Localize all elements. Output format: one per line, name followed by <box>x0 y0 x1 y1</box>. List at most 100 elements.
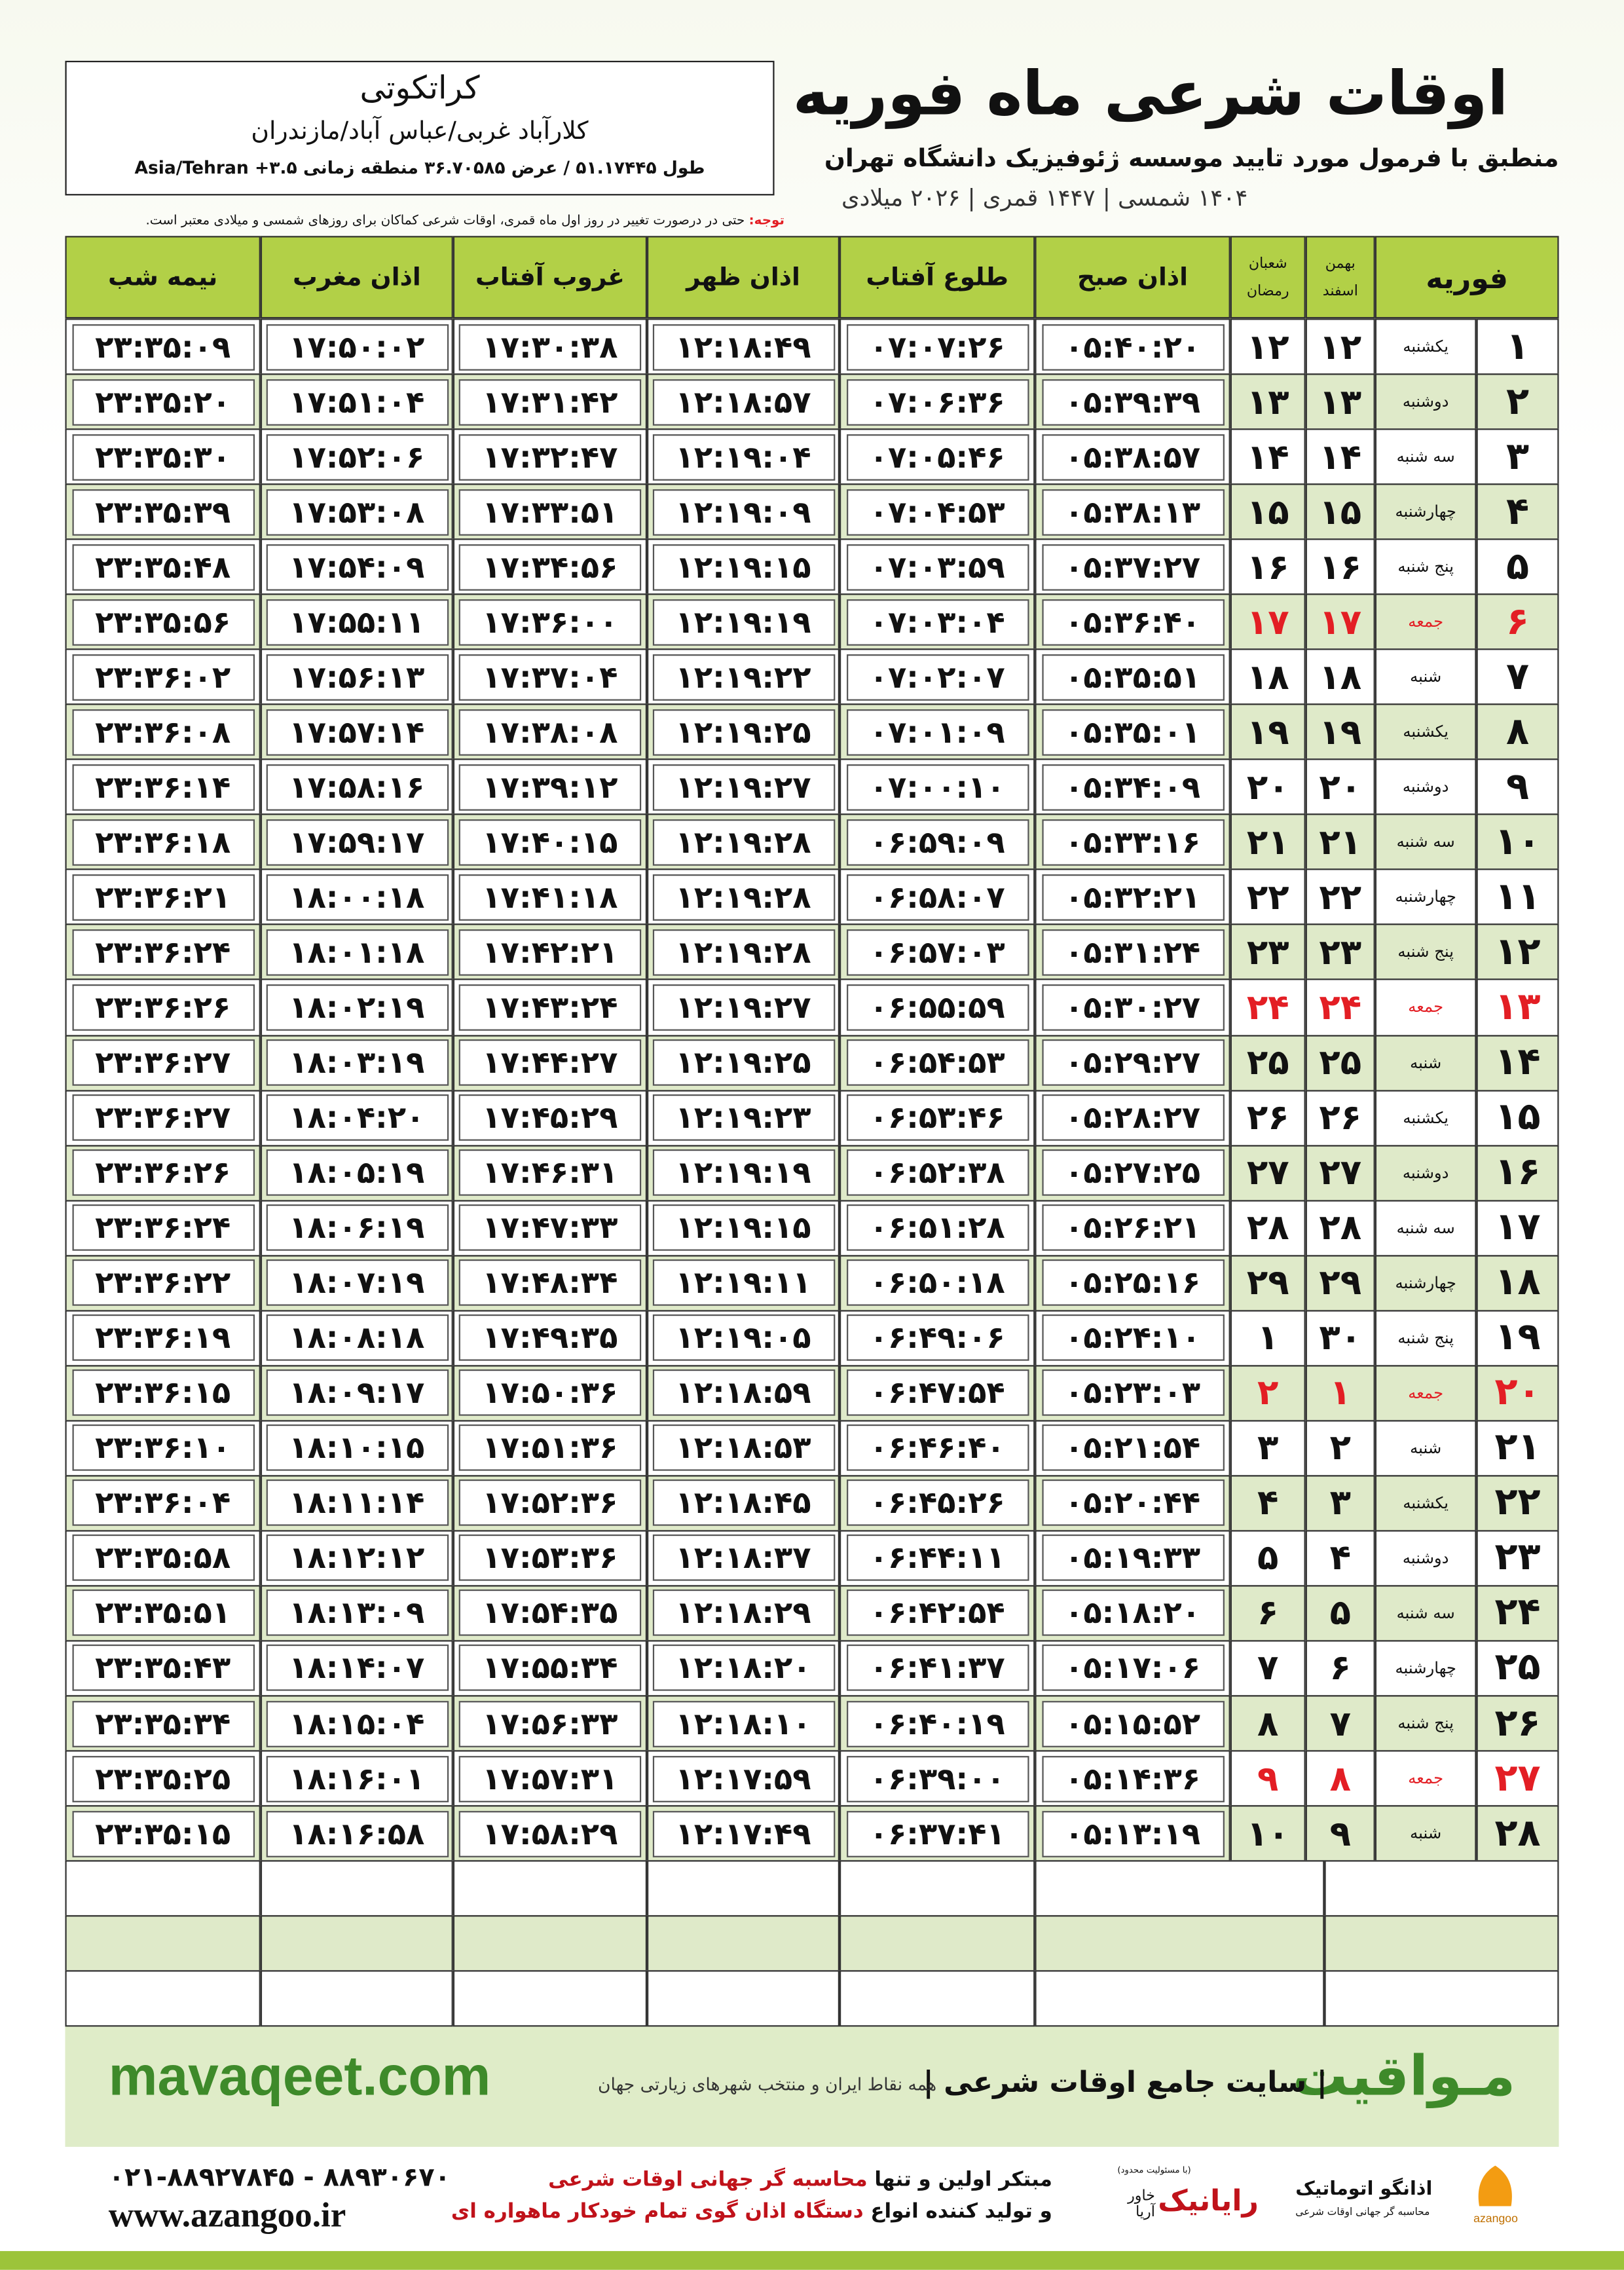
table-cell: ۱۸:۰۲:۱۹ <box>260 979 453 1036</box>
table-cell: ۰۶:۵۴:۵۳ <box>839 1034 1035 1091</box>
table-cell: ۲۳:۳۶:۰۴ <box>65 1474 261 1532</box>
empty-cell <box>452 1915 648 1972</box>
location-city: کراتکوتی <box>360 71 480 107</box>
day-number: ۷ <box>1505 655 1530 699</box>
time-value: ۱۷:۴۳:۲۴ <box>458 984 642 1031</box>
table-cell: ۱۱ <box>1476 869 1559 926</box>
table-cell: جمعه <box>1375 1750 1477 1807</box>
time-value: ۱۷:۴۸:۳۴ <box>458 1259 642 1307</box>
table-cell: ۳۰ <box>1305 1309 1375 1367</box>
time-value: ۱۲:۱۹:۲۷ <box>652 984 835 1031</box>
time-value: ۱۸:۰۰:۱۸ <box>265 874 449 921</box>
footer-website[interactable]: www.azangoo.ir <box>108 2197 346 2235</box>
time-value: ۰۵:۱۹:۳۳ <box>1041 1535 1224 1582</box>
table-cell: ۲۸ <box>1476 1805 1559 1862</box>
day-number: ۱۰ <box>1494 820 1541 865</box>
empty-cell <box>65 1970 261 2027</box>
table-cell: ۱۵ <box>1305 483 1375 540</box>
time-value: ۰۷:۰۴:۵۳ <box>845 489 1029 535</box>
table-cell: ۰۶:۵۵:۵۹ <box>839 979 1035 1036</box>
table-cell: چهارشنبه <box>1375 483 1477 540</box>
header-text: اذان صبح <box>1077 263 1189 292</box>
time-value: ۰۷:۰۳:۰۴ <box>845 599 1029 646</box>
table-cell: ۱۷:۴۴:۲۷ <box>452 1034 648 1091</box>
calendar-date: ۲۷ <box>1246 1152 1289 1193</box>
time-value: ۰۵:۳۹:۳۹ <box>1041 379 1224 425</box>
weekday: جمعه <box>1408 612 1444 632</box>
day-number: ۱۱ <box>1494 876 1541 920</box>
time-value: ۰۶:۴۵:۲۶ <box>845 1479 1029 1527</box>
table-cell: ۰۷:۰۰:۱۰ <box>839 758 1035 816</box>
calendar-date: ۱۵ <box>1246 491 1289 532</box>
time-value: ۲۳:۳۶:۱۵ <box>71 1369 254 1417</box>
calendar-date: ۴ <box>1257 1483 1279 1524</box>
time-value: ۲۳:۳۵:۳۴ <box>71 1700 254 1747</box>
table-cell: ۱۴ <box>1476 1034 1559 1091</box>
location-region: کلارآباد غربی/عباس آباد/مازندران <box>251 117 589 147</box>
weekday: شنبه <box>1410 1053 1442 1072</box>
time-value: ۱۷:۵۱:۰۴ <box>265 379 449 425</box>
table-cell: ۱۷:۳۲:۴۷ <box>452 428 648 485</box>
table-cell: پنج شنبه <box>1375 1309 1477 1367</box>
table-cell: ۱۰ <box>1230 1805 1306 1862</box>
time-value: ۰۶:۴۱:۳۷ <box>845 1645 1029 1692</box>
weekday: یکشنبه <box>1403 722 1449 742</box>
table-cell: ۰۵:۲۰:۴۴ <box>1035 1474 1230 1532</box>
banner-url[interactable]: mavaqeet.com <box>108 2047 491 2108</box>
table-cell: ۲۳:۳۵:۰۹ <box>65 318 261 375</box>
table-cell: ۵ <box>1476 538 1559 595</box>
calendar-date: ۳۰ <box>1319 1317 1362 1358</box>
table-cell: دوشنبه <box>1375 373 1477 430</box>
time-value: ۰۶:۵۹:۰۹ <box>845 819 1029 866</box>
time-value: ۲۳:۳۵:۰۹ <box>71 324 254 370</box>
table-cell: ۱۷:۵۳:۳۶ <box>452 1530 648 1587</box>
empty-cell <box>839 1860 1035 1917</box>
calendar-date: ۲۵ <box>1246 1042 1289 1083</box>
table-cell: ۵ <box>1230 1530 1306 1587</box>
table-cell: ۱۷:۵۱:۰۴ <box>260 373 453 430</box>
time-value: ۲۳:۳۵:۳۰ <box>71 434 254 480</box>
table-cell: ۹ <box>1305 1805 1375 1862</box>
weekday: سه شنبه <box>1396 832 1455 852</box>
calendar-date: ۲۹ <box>1246 1262 1289 1303</box>
weekday: جمعه <box>1408 997 1444 1017</box>
time-value: ۱۸:۰۴:۲۰ <box>265 1094 449 1141</box>
calendar-date: ۸ <box>1329 1758 1351 1799</box>
footer-line2-a: و تولید کننده انواع <box>870 2200 1052 2224</box>
time-value: ۲۳:۳۶:۱۸ <box>71 819 254 866</box>
calendar-date: ۲۲ <box>1246 877 1289 918</box>
table-cell: ۲۷ <box>1305 1144 1375 1201</box>
table-cell: ۲۱ <box>1305 814 1375 871</box>
time-value: ۱۷:۴۹:۳۵ <box>458 1314 642 1362</box>
table-cell: ۲۱ <box>1230 814 1306 871</box>
header-cell: فوریه <box>1375 236 1559 319</box>
time-value: ۱۸:۰۲:۱۹ <box>265 984 449 1031</box>
calendar-date: ۱۷ <box>1246 601 1289 642</box>
table-cell: ۱۸ <box>1476 1254 1559 1311</box>
time-value: ۲۳:۳۵:۵۶ <box>71 599 254 646</box>
calendar-date: ۲۹ <box>1319 1262 1362 1303</box>
calendar-date: ۲۸ <box>1319 1207 1362 1248</box>
weekday: چهارشنبه <box>1395 502 1456 521</box>
table-cell: ۶ <box>1476 593 1559 650</box>
calendar-date: ۱۷ <box>1319 601 1362 642</box>
time-value: ۰۵:۳۷:۲۷ <box>1041 544 1224 591</box>
calendar-date: ۱ <box>1329 1372 1351 1413</box>
table-cell: ۲۲ <box>1476 1474 1559 1532</box>
day-number: ۱۲ <box>1494 931 1541 975</box>
weekday: سه شنبه <box>1396 1603 1455 1623</box>
table-cell: ۱۴ <box>1305 428 1375 485</box>
empty-cell <box>839 1915 1035 1972</box>
time-value: ۱۸:۰۸:۱۸ <box>265 1314 449 1362</box>
time-value: ۱۷:۳۹:۱۲ <box>458 764 642 811</box>
table-cell: ۲۳:۳۵:۵۱ <box>65 1585 261 1642</box>
weekday: پنج شنبه <box>1397 1328 1454 1348</box>
table-cell: ۰۷:۰۶:۳۶ <box>839 373 1035 430</box>
calendar-date: ۱۲ <box>1319 326 1362 367</box>
calendar-date: ۲۱ <box>1319 822 1362 863</box>
table-cell: ۱۸:۱۲:۱۲ <box>260 1530 453 1587</box>
table-cell: ۱۷:۴۵:۲۹ <box>452 1089 648 1146</box>
table-cell: پنج شنبه <box>1375 538 1477 595</box>
table-cell: ۰۵:۳۴:۰۹ <box>1035 758 1230 816</box>
table-cell: ۰۵:۳۸:۱۳ <box>1035 483 1230 540</box>
